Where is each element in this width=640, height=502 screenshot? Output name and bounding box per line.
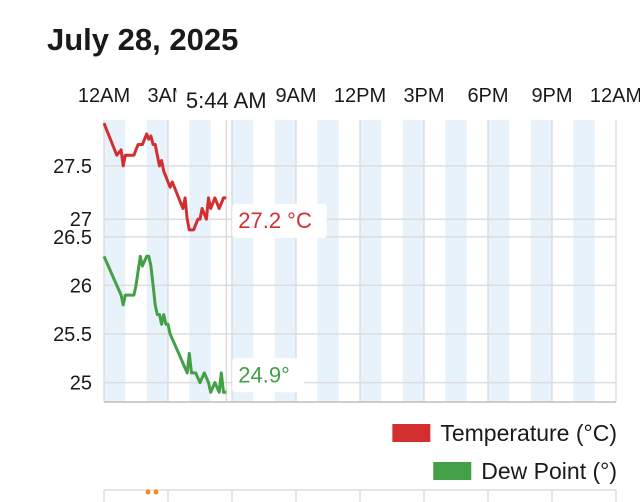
legend-label: Dew Point (°) [481,458,617,484]
series-line [102,254,227,394]
hour-band [317,120,339,402]
y-tick-label: 25.5 [53,324,92,346]
hour-band [232,120,254,402]
x-tick-label: 9PM [531,85,572,107]
legend-swatch [433,462,472,480]
hour-band [146,120,168,402]
hour-band [402,120,424,402]
x-axis-ticks: 12AM3AM6AM9AM12PM3PM6PM9PM12AM [78,85,640,107]
current-value-label: 27.2 °C [238,208,312,233]
value-label-bg [232,203,327,238]
y-tick-label: 27.5 [53,156,92,178]
cursor-time-label: 5:44 AM [186,88,267,113]
cursor-group: 5:44 AM [176,80,277,402]
x-tick-label: 12PM [334,85,386,107]
next-chart-panel [103,489,617,502]
x-tick-label: 3PM [403,85,444,107]
hour-band [488,120,510,402]
data-point [145,489,151,495]
series-lines [102,122,227,394]
legend-swatch [392,424,431,442]
y-tick-label: 26 [70,275,92,297]
hour-band [530,120,552,402]
x-tick-label: 12AM [78,85,130,107]
x-tick-label: 9AM [275,85,316,107]
y-tick-label: 27 [70,209,92,231]
current-value-label: 24.9° [238,362,290,387]
value-label-bg [232,358,304,393]
hour-band [360,120,382,402]
hour-band [573,120,595,402]
x-tick-label: 12AM [590,85,640,107]
hour-band [104,120,126,402]
date-title: July 28, 2025 [47,22,239,57]
day-bands [104,120,595,402]
chart-grid [103,120,617,403]
x-tick-label: 6PM [467,85,508,107]
hour-band [445,120,467,402]
hour-band [189,120,211,402]
data-point [153,489,159,495]
cursor-label-box [176,80,277,118]
hour-band [274,120,296,402]
y-tick-label: 26.5 [53,227,92,249]
legend-label: Temperature (°C) [440,420,617,446]
y-axis-ticks: 27 27.5 25 25.5 26 26.5 [53,156,92,395]
series-line [102,122,227,232]
y-tick-label: 25 [70,373,92,395]
chart-legend: Temperature (°C) Dew Point (°) [392,420,617,484]
value-labels: 27.2 °C 24.9° [232,203,327,393]
